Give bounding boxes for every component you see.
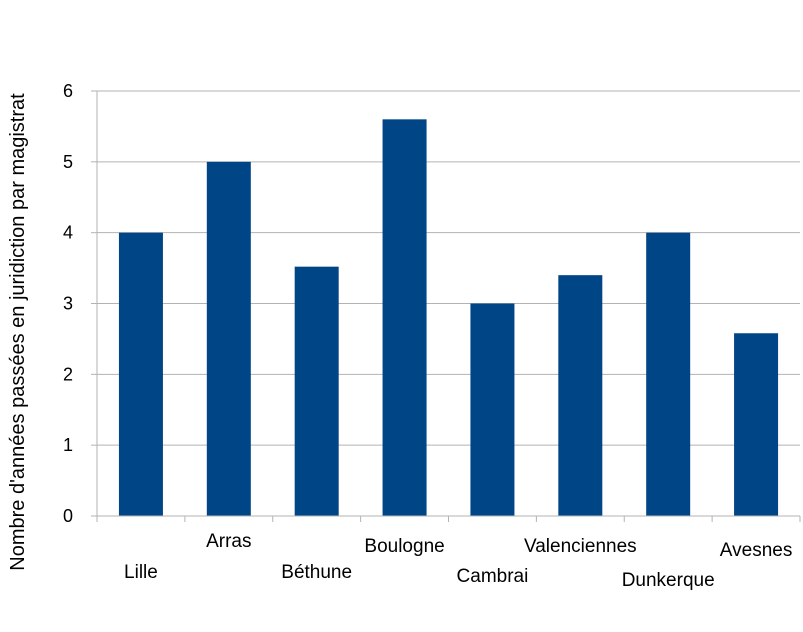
y-tick-label: 4 xyxy=(63,223,73,243)
x-category-label: Avesnes xyxy=(720,540,793,561)
x-category-label: Dunkerque xyxy=(622,570,715,591)
y-tick-label: 3 xyxy=(63,294,73,314)
x-category-label: Boulogne xyxy=(364,536,444,557)
bar-cambrai xyxy=(470,303,515,516)
x-category-label: Béthune xyxy=(281,562,352,583)
gridlines xyxy=(91,90,800,517)
y-axis-title: Nombre d'années passées en juridiction p… xyxy=(7,93,29,571)
bar-boulogne xyxy=(382,119,427,516)
x-category-labels: Lille Arras Béthune Boulogne Cambrai Valencie… xyxy=(124,531,792,591)
bar-avesnes xyxy=(734,333,779,516)
y-tick-label: 0 xyxy=(63,506,73,526)
y-tick-label: 5 xyxy=(63,152,73,172)
axes xyxy=(96,91,801,522)
bars xyxy=(118,119,779,517)
bar-valenciennes xyxy=(558,275,603,516)
bar-dunkerque xyxy=(646,232,691,516)
y-tick-label: 6 xyxy=(63,81,73,101)
bar-béthune xyxy=(294,266,339,516)
bar-lille xyxy=(118,232,163,516)
y-tick-label: 2 xyxy=(63,364,73,384)
y-tick-label: 1 xyxy=(63,435,73,455)
x-category-label: Cambrai xyxy=(457,566,529,587)
x-category-label: Arras xyxy=(206,531,251,552)
y-tick-labels: 0 1 2 3 4 5 6 xyxy=(63,81,73,526)
bar-arras xyxy=(206,161,251,517)
x-category-label: Lille xyxy=(124,562,158,583)
x-category-label: Valenciennes xyxy=(524,536,637,557)
